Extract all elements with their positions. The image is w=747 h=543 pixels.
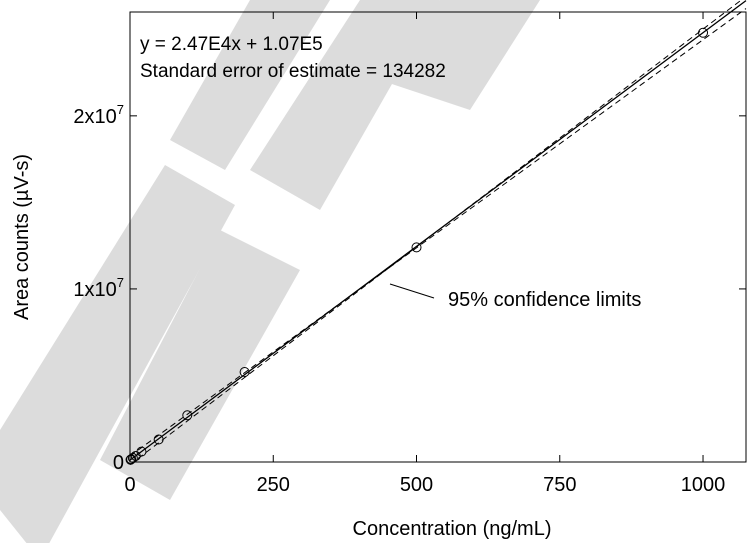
confidence-limit-line — [129, 8, 747, 457]
x-tick-label: 250 — [257, 474, 290, 496]
x-tick-label: 750 — [543, 474, 576, 496]
callout-leader-line — [389, 283, 435, 299]
y-tick-label: 2x107 — [73, 102, 124, 128]
x-axis: 0 250 500 750 1000 — [124, 12, 725, 496]
watermark — [0, 0, 540, 543]
plot-area: 0 250 500 750 1000 0 1x107 2x107 — [73, 0, 747, 496]
data-point — [127, 453, 138, 464]
y-tick-label: 1x107 — [73, 275, 124, 301]
y-tick-label: 0 — [113, 452, 124, 474]
x-axis-title: Concentration (ng/mL) — [353, 518, 552, 540]
data-point — [698, 27, 709, 38]
watermark-stroke — [0, 165, 235, 543]
watermark-stroke — [380, 0, 540, 110]
confidence-limits-label: 95% confidence limits — [448, 289, 641, 311]
watermark-stroke — [250, 0, 440, 210]
series-lines — [129, 0, 747, 465]
y-axis-title: Area counts (µV-s) — [11, 154, 33, 320]
y-axis: 0 1x107 2x107 — [73, 102, 746, 474]
x-tick-label: 1000 — [681, 474, 726, 496]
data-point — [411, 242, 422, 253]
regression-line — [129, 0, 747, 461]
watermark-stroke — [170, 0, 330, 170]
data-points — [125, 27, 709, 465]
x-tick-label: 0 — [124, 474, 135, 496]
confidence-limit-line — [129, 0, 743, 465]
data-point — [239, 367, 250, 377]
watermark-stroke — [100, 230, 300, 500]
data-point — [182, 410, 193, 421]
equation-label: y = 2.47E4x + 1.07E5 — [140, 34, 323, 55]
standard-error-label: Standard error of estimate = 134282 — [140, 61, 446, 82]
plot-frame — [129, 11, 747, 463]
data-point — [136, 446, 147, 457]
x-tick-label: 500 — [400, 474, 433, 496]
data-point — [153, 434, 164, 445]
